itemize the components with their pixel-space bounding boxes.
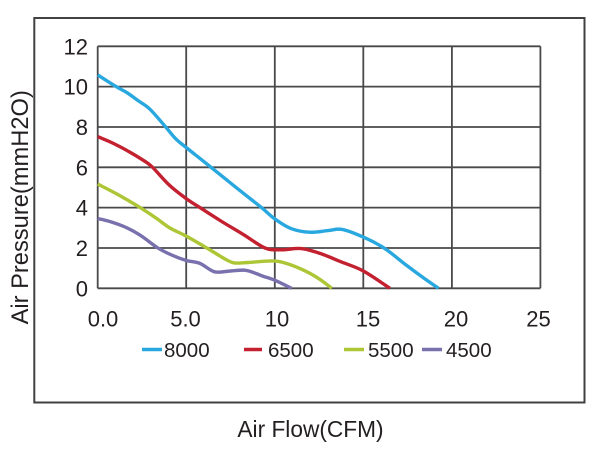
svg-text:15: 15 [356, 307, 380, 332]
svg-text:12: 12 [64, 34, 88, 59]
svg-text:10: 10 [64, 75, 88, 100]
svg-text:20: 20 [444, 307, 468, 332]
svg-text:2: 2 [76, 236, 88, 261]
svg-text:8: 8 [76, 115, 88, 140]
svg-text:Air Flow(CFM): Air Flow(CFM) [237, 416, 383, 442]
svg-text:5.0: 5.0 [170, 307, 201, 332]
svg-text:8000: 8000 [164, 339, 210, 362]
svg-text:0.0: 0.0 [88, 307, 119, 332]
svg-text:25: 25 [526, 307, 550, 332]
svg-text:6500: 6500 [268, 339, 314, 362]
svg-text:0: 0 [76, 276, 88, 301]
svg-text:5500: 5500 [368, 339, 414, 362]
svg-text:4500: 4500 [446, 339, 492, 362]
svg-text:10: 10 [265, 307, 289, 332]
svg-text:4: 4 [76, 196, 88, 221]
svg-text:6: 6 [76, 155, 88, 180]
svg-text:Air Pressure(mmH2O): Air Pressure(mmH2O) [8, 90, 34, 324]
